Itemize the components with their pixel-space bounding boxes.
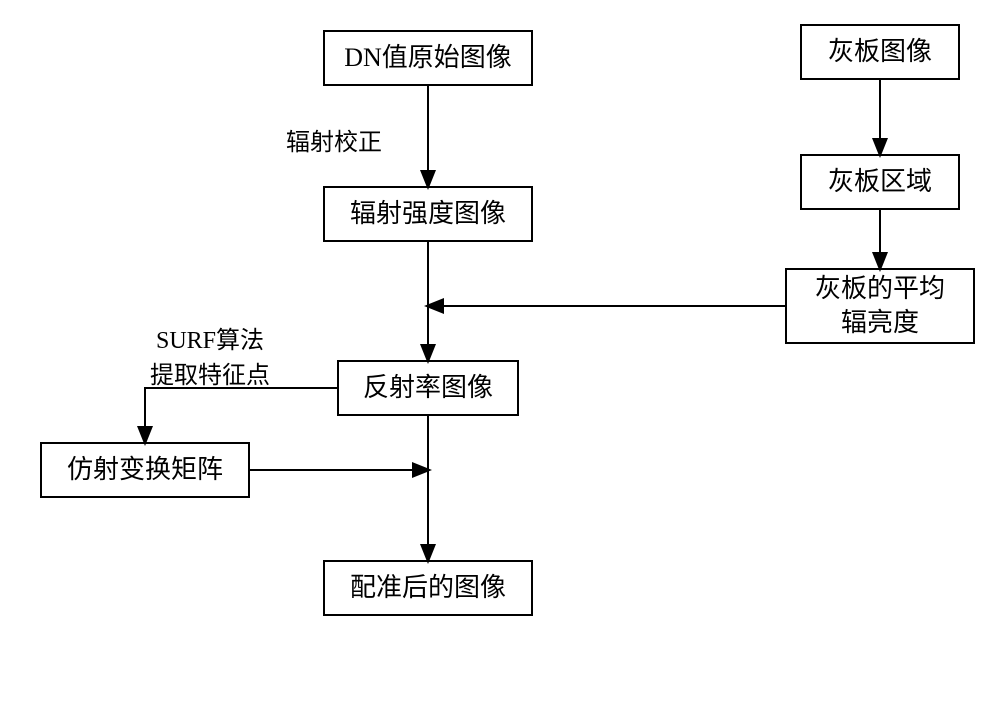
node-greyboard-region: 灰板区域 [800,154,960,210]
node-registered-image: 配准后的图像 [323,560,533,616]
node-label: 灰板图像 [828,35,932,69]
label-text: SURF算法提取特征点 [150,328,270,389]
node-label: 配准后的图像 [350,571,506,605]
edge-label-surf-features: SURF算法提取特征点 [150,320,270,390]
node-dn-raw-image: DN值原始图像 [323,30,533,86]
node-label: 仿射变换矩阵 [67,453,223,487]
node-label: 辐射强度图像 [350,197,506,231]
node-label: 灰板区域 [828,165,932,199]
node-label: 灰板的平均辐亮度 [815,272,945,340]
node-radiance-image: 辐射强度图像 [323,186,533,242]
node-label: DN值原始图像 [344,41,512,75]
node-greyboard-radiance: 灰板的平均辐亮度 [785,268,975,344]
node-greyboard-image: 灰板图像 [800,24,960,80]
node-affine-matrix: 仿射变换矩阵 [40,442,250,498]
node-label: 反射率图像 [363,371,493,405]
node-reflectance-image: 反射率图像 [337,360,519,416]
label-text: 辐射校正 [286,130,382,156]
edge-label-radiometric-correction: 辐射校正 [286,122,382,157]
